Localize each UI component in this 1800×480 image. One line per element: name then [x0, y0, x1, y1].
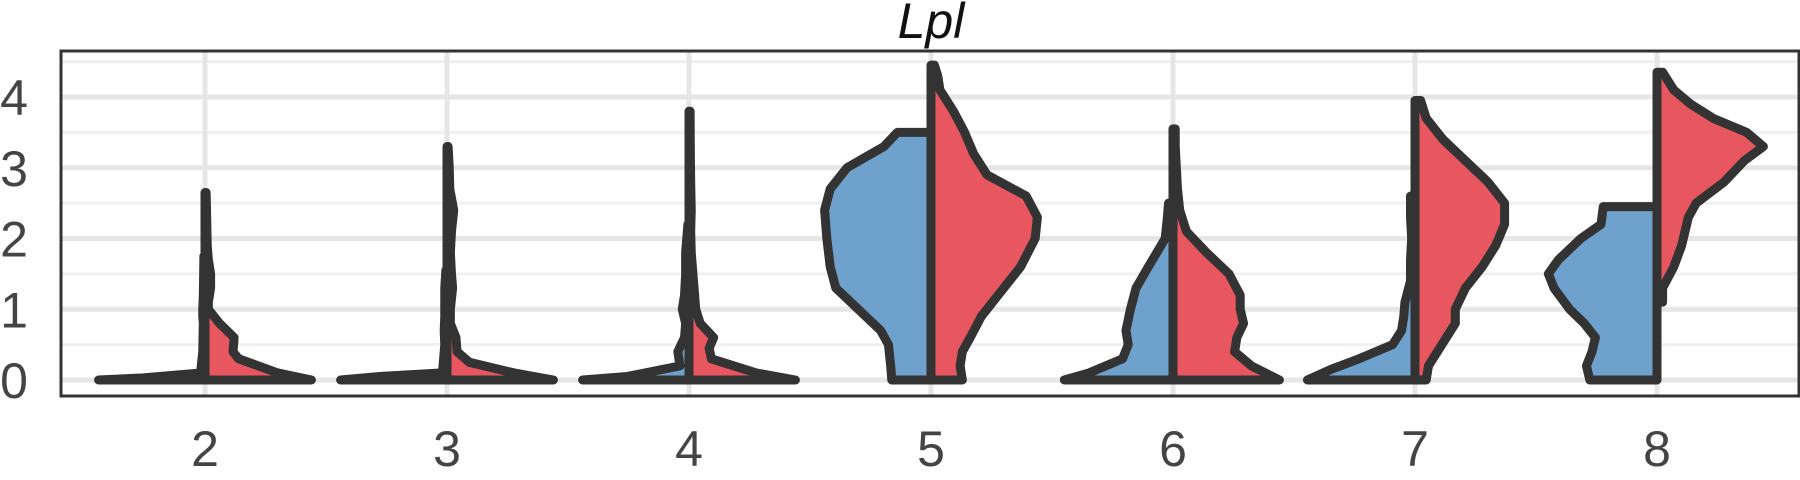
violin-5-right-half: [926, 60, 1042, 385]
violin-5-left-half: [820, 127, 936, 385]
violin-7-left-half: [1302, 191, 1420, 385]
x-tick-label: 7: [1401, 421, 1429, 477]
y-tick-label: 2: [0, 212, 28, 268]
violin-2-right-half: [200, 188, 316, 385]
x-tick-label: 5: [917, 421, 945, 477]
violin-8-right-half: [1652, 67, 1768, 307]
x-tick-label: 6: [1159, 421, 1187, 477]
y-tick-label: 1: [0, 282, 28, 338]
x-axis-ticks: 2 3 4 5 6 7 8: [191, 421, 1671, 477]
violin-7-right-half: [1410, 96, 1510, 385]
x-tick-label: 8: [1643, 421, 1671, 477]
y-tick-label: 0: [0, 353, 28, 409]
plot-panel-border: [59, 49, 1800, 398]
violin-6-right-half: [1168, 124, 1284, 385]
chart-title: Lpl: [898, 0, 967, 49]
x-tick-label: 2: [191, 421, 219, 477]
violins: [94, 60, 1768, 385]
violin-3-left-half: [336, 265, 452, 385]
y-axis-ticks: 0 1 2 3 4: [0, 70, 28, 409]
violin-4-left-half: [578, 219, 694, 385]
x-tick-label: 3: [433, 421, 461, 477]
violin-4-right-half: [684, 106, 800, 385]
violin-3-right-half: [442, 142, 558, 385]
violin-6-left-half: [1059, 198, 1178, 385]
y-tick-label: 3: [0, 141, 28, 197]
violin-8-left-half: [1543, 202, 1662, 385]
y-tick-label: 4: [0, 70, 28, 126]
x-tick-label: 4: [675, 421, 703, 477]
